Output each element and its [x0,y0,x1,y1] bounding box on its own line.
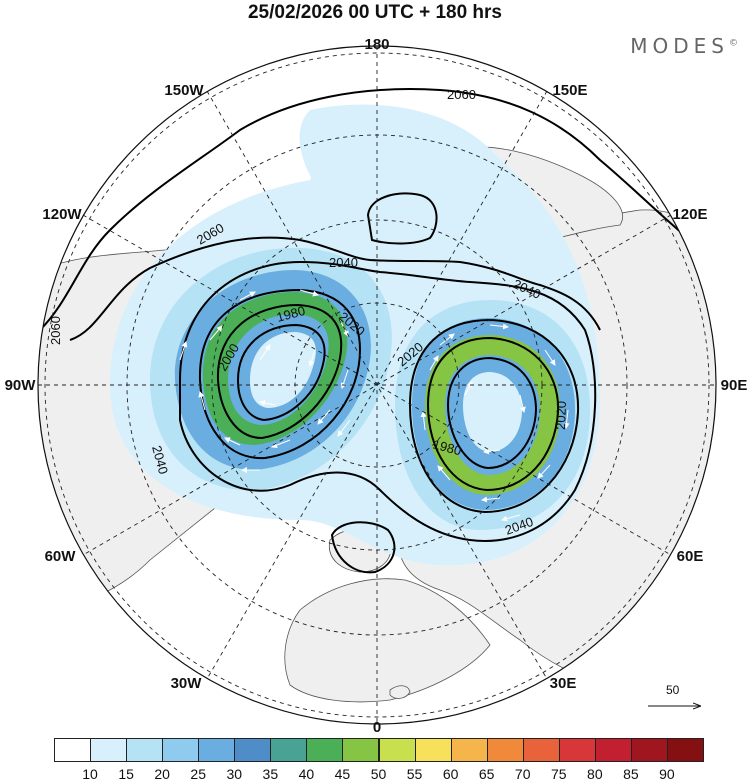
wind-vectors [179,289,570,522]
map-title: 25/02/2026 00 UTC + 180 hrs [247,2,503,23]
contour-2000-west [216,303,343,440]
contour-label: 2060 [48,316,63,345]
vector-scale-arrow [648,683,704,713]
contour-2060-inner [69,236,601,341]
contour-2060-high-north [366,192,438,245]
legend-tick-label: 10 [82,766,98,782]
legend-color-box [630,738,668,762]
copyright-mark: © [729,38,738,49]
legend-color-box [54,738,92,762]
polar-map: 2060 2060 2060 2040 2040 2040 2040 2020 … [5,36,748,736]
legend-tick-label: 85 [623,766,639,782]
legend-color-box [666,738,704,762]
legend-color-box [270,738,308,762]
legend-color-box [198,738,236,762]
legend-tick-label: 75 [550,766,567,782]
legend-tick-label: 30 [226,766,243,782]
contour-2000-east [426,336,560,492]
lon-label-150w: 150W [164,82,204,99]
contour-2060-high-south [330,521,396,574]
wind-speed-legend: 10 15 20 25 30 35 40 45 50 55 60 65 70 75 80 85 90 [54,738,704,782]
lon-label-30w: 30W [171,675,203,692]
legend-color-box [450,738,488,762]
europe-land [284,578,491,703]
lon-label-30e: 30E [550,675,577,692]
legend-color-box [342,738,380,762]
east-vortex-center [463,372,522,452]
longitude-labels: 180 150E 120E 90E 60E 30E 0 30W 60W 90W … [5,36,748,736]
legend-tick-label: 40 [298,766,315,782]
lon-label-0: 0 [373,719,381,736]
legend-tick-label: 45 [334,766,351,782]
upper-light-shade [299,104,500,205]
legend-color-box [234,738,272,762]
legend-tick-label: 60 [442,766,459,782]
legend-tick-label: 55 [406,766,423,782]
lon-label-180: 180 [364,36,389,53]
legend-tick-label: 80 [587,766,603,782]
contour-label: 2060 [447,87,476,102]
contour-label: 2040 [149,444,171,476]
lon-label-150e: 150E [552,82,587,99]
legend-tick-label: 70 [514,766,531,782]
brand-text: MODES [630,34,729,58]
contour-label: 2020 [553,401,569,430]
contour-1980-east [446,356,538,470]
legend-tick-label: 20 [154,766,170,782]
legend-tick-label: 25 [190,766,207,782]
legend-tick-label: 65 [478,766,495,782]
lon-label-90e: 90E [721,377,748,394]
lon-label-60e: 60E [677,548,704,565]
contour-label: 1980 [431,436,463,458]
novaya-zemlya-land [389,685,411,699]
map-border [37,45,717,725]
legend-color-box [522,738,560,762]
legend-color-box [90,738,128,762]
legend-color-box [414,738,452,762]
contour-2060-outer [39,88,691,331]
contour-2020-west [198,288,362,460]
legend-tick-label: 90 [659,766,675,782]
legend-color-box [558,738,596,762]
legend-tick-label: 15 [118,766,134,782]
contour-1980-west [236,323,326,422]
contour-2040-west [179,260,597,542]
lon-label-90w: 90W [5,377,37,394]
legend-color-box [378,738,416,762]
legend-color-box [162,738,200,762]
contour-label: 2040 [329,255,358,270]
legend-color-box [594,738,632,762]
modes-logo: MODES© [630,34,738,58]
legend-color-box [306,738,344,762]
graticule [38,46,716,724]
legend-tick-label: 35 [262,766,279,782]
vector-scale: 50 [646,683,704,713]
vector-scale-label: 50 [666,683,680,697]
lon-label-60w: 60W [45,548,77,565]
lon-label-120w: 120W [42,206,82,223]
geopotential-contours [39,88,691,574]
contour-2020-east [408,318,580,514]
lon-label-120e: 120E [672,206,707,223]
legend-color-box [486,738,524,762]
legend-tick-label: 50 [370,766,387,782]
map-disk [38,46,716,724]
wind-speed-shading [110,104,600,566]
contour-label: 1980 [275,303,307,325]
legend-color-box [126,738,164,762]
